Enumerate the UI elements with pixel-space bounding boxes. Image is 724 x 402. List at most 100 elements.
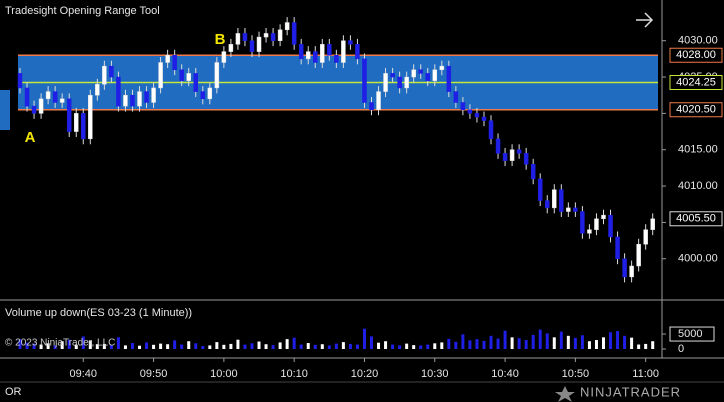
candle-body (334, 54, 339, 63)
candle-body (327, 44, 332, 56)
candle-body (144, 91, 149, 103)
volume-bar (341, 342, 345, 350)
y-tick-label: 4000.00 (678, 253, 718, 265)
candle-body (559, 189, 564, 212)
x-tick-label: 09:40 (70, 368, 98, 380)
candle-body (573, 207, 578, 212)
price-marker (669, 102, 723, 118)
candle-body (404, 76, 409, 89)
volume-bar (594, 340, 598, 350)
y-tick-label: 4015.00 (678, 144, 718, 156)
candle-body (31, 105, 37, 114)
volume-bar (46, 343, 50, 350)
x-tick-label: 10:30 (421, 368, 449, 380)
price-marker (669, 211, 723, 227)
volume-bar (587, 341, 591, 350)
volume-bar (173, 340, 177, 350)
volume-bar (440, 342, 444, 350)
volume-bar (95, 344, 99, 350)
volume-bar (306, 343, 310, 350)
volume-bar (391, 344, 395, 350)
candle-body (488, 120, 494, 140)
candle-body (137, 91, 142, 107)
candle-body (629, 265, 634, 278)
volume-bar (257, 341, 261, 350)
volume-bar (88, 340, 92, 350)
candle-body (17, 73, 23, 89)
candle-body (615, 236, 620, 260)
candle-body (193, 73, 198, 92)
y-tick-label: 4010.00 (678, 180, 718, 192)
volume-bar (468, 340, 472, 350)
candle-body (523, 153, 529, 165)
volume-bar (370, 336, 373, 350)
volume-bar (609, 332, 613, 350)
volume-y-tick-label: 0 (678, 343, 684, 355)
volume-bar (503, 330, 507, 350)
candle-body (348, 40, 353, 45)
candle-body (411, 69, 416, 78)
candle-body (516, 149, 522, 154)
volume-bar (454, 341, 458, 350)
candle-body (123, 94, 128, 107)
candle-body (116, 76, 121, 107)
candle-body (495, 138, 501, 154)
nav-arrow[interactable] (636, 12, 654, 28)
candle-body (650, 218, 655, 230)
volume-bar (362, 328, 366, 350)
volume-bar (616, 331, 620, 350)
candle-body (95, 84, 100, 96)
candle-body (207, 87, 213, 100)
status-tab[interactable]: OR (5, 386, 22, 398)
candle-body (158, 62, 163, 89)
volume-bar (447, 338, 451, 350)
candle-body (242, 33, 248, 41)
candle-body (545, 200, 550, 209)
volume-bar (461, 334, 465, 350)
volume-bar (517, 338, 521, 350)
candle-body (397, 76, 402, 89)
candle-body (509, 149, 515, 161)
volume-bar (264, 344, 268, 350)
candle-body (88, 94, 93, 140)
candle-body (179, 69, 184, 81)
candle-body (643, 229, 648, 245)
candle-body (102, 65, 107, 85)
volume-bar (405, 343, 409, 350)
candle-body (474, 113, 480, 118)
volume-bar (384, 341, 388, 350)
candle-body (608, 214, 613, 238)
volume-bar (187, 341, 191, 350)
candle-body (362, 58, 367, 103)
candle-body (453, 91, 459, 103)
volume-bar (377, 342, 381, 350)
candle-body (502, 153, 508, 161)
volume-bar (81, 336, 85, 350)
candle-body (200, 91, 206, 100)
logo-icon (555, 386, 575, 402)
volume-bar (545, 333, 549, 350)
volume-bar (510, 337, 514, 350)
candle-body (369, 102, 374, 111)
volume-bar (538, 329, 542, 350)
candle-body (418, 69, 423, 74)
volume-bar (222, 344, 226, 350)
candle-body (270, 33, 276, 41)
candle-body (291, 22, 297, 45)
candle-body (298, 44, 304, 60)
candle-body (24, 87, 30, 107)
volume-bar (348, 343, 352, 350)
candle-body (552, 189, 557, 209)
volume-title: Volume up down(ES 03-23 (1 Minute)) (5, 307, 192, 319)
volume-bar (32, 343, 36, 350)
volume-bar (130, 343, 134, 350)
candle-body (425, 73, 430, 81)
volume-bar (552, 337, 556, 350)
volume-bar (334, 343, 338, 350)
volume-bar (60, 341, 64, 350)
x-tick-label: 10:00 (210, 368, 238, 380)
candle-body (256, 36, 262, 52)
candle-body (530, 164, 536, 180)
volume-bar (159, 343, 163, 350)
volume-bar (419, 345, 423, 350)
